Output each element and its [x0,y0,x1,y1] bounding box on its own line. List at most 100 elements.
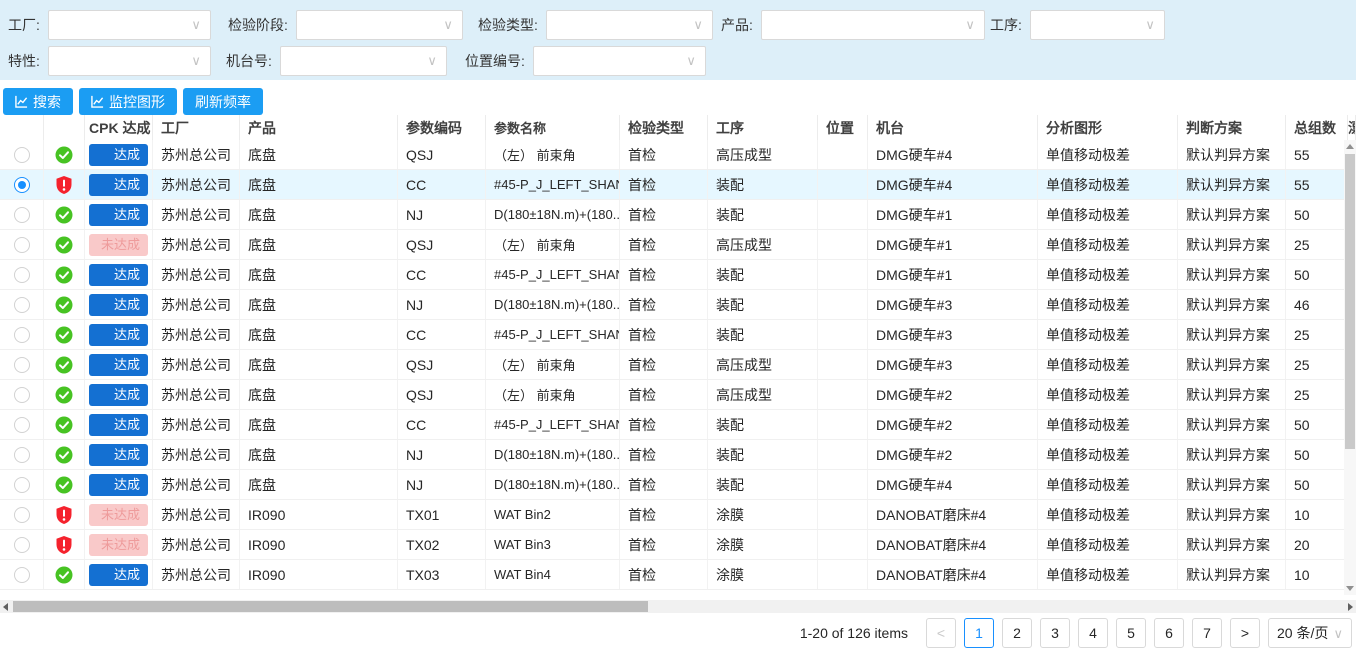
next-page-button[interactable]: > [1230,618,1260,648]
row-radio[interactable] [13,206,30,223]
pass-icon [55,476,73,494]
filter-factory-select[interactable]: ∨ [47,10,211,40]
table-row[interactable]: 达成 苏州总公司 底盘 CC #45-P_J_LEFT_SHAN... 首检 装… [0,260,1356,290]
radio-cell [0,140,44,169]
row-radio[interactable] [13,356,30,373]
table-row[interactable]: 达成 苏州总公司 底盘 QSJ （左） 前束角 首检 高压成型 DMG硬车#3 … [0,350,1356,380]
table-row[interactable]: 达成 苏州总公司 底盘 CC #45-P_J_LEFT_SHAN... 首检 装… [0,170,1356,200]
table-row[interactable]: 达成 苏州总公司 底盘 CC #45-P_J_LEFT_SHAN... 首检 装… [0,410,1356,440]
cpk-cell: 达成 [85,380,153,409]
row-radio[interactable] [13,266,30,283]
filter-position-no: 位置编号: ∨ [465,46,706,76]
row-radio[interactable] [13,506,30,523]
monitor-chart-button[interactable]: 监控图形 [79,88,177,115]
machine-cell: DMG硬车#2 [868,440,1038,469]
process-cell: 涂膜 [708,560,818,589]
process-column-header: 工序 [708,115,818,140]
monitor-button-label: 监控图形 [109,93,165,110]
machine-cell: DMG硬车#3 [868,290,1038,319]
table-row[interactable]: 达成 苏州总公司 IR090 TX03 WAT Bin4 首检 涂膜 DANOB… [0,560,1356,590]
table-row[interactable]: 达成 苏州总公司 底盘 NJ D(180±18N.m)+(180... 首检 装… [0,290,1356,320]
table-row[interactable]: 未达成 苏州总公司 IR090 TX02 WAT Bin3 首检 涂膜 DANO… [0,530,1356,560]
row-radio[interactable] [13,416,30,433]
search-button[interactable]: 搜索 [3,88,73,115]
filter-stage-select[interactable]: ∨ [295,10,463,40]
table-body: 达成 苏州总公司 底盘 QSJ （左） 前束角 首检 高压成型 DMG硬车#4 … [0,140,1356,590]
row-radio[interactable] [13,536,30,553]
row-radio[interactable] [13,236,30,253]
page-button[interactable]: 5 [1116,618,1146,648]
factory-cell: 苏州总公司 [153,500,240,529]
page-button[interactable]: 4 [1078,618,1108,648]
vertical-scrollbar[interactable] [1344,140,1356,595]
status-cell [44,380,85,409]
machine-cell: DMG硬车#3 [868,320,1038,349]
row-radio[interactable] [13,386,30,403]
param-code-cell: NJ [398,440,486,469]
page-size-select[interactable]: 20 条/页 ∨ [1268,618,1352,648]
table-row[interactable]: 未达成 苏州总公司 IR090 TX01 WAT Bin2 首检 涂膜 DANO… [0,500,1356,530]
machine-cell: DMG硬车#1 [868,200,1038,229]
radio-cell [0,470,44,499]
total-cell: 55 [1286,140,1348,169]
scroll-right-arrow-icon[interactable] [1348,603,1353,611]
inspect-type-cell: 首检 [620,530,708,559]
factory-cell: 苏州总公司 [153,470,240,499]
row-radio[interactable] [13,146,30,163]
total-cell: 46 [1286,290,1348,319]
row-radio[interactable] [13,176,30,193]
filter-type-select[interactable]: ∨ [545,10,713,40]
scroll-left-arrow-icon[interactable] [3,603,8,611]
radio-cell [0,560,44,589]
filter-machine-select[interactable]: ∨ [279,46,447,76]
scroll-down-arrow-icon[interactable] [1346,586,1354,591]
row-radio[interactable] [13,566,30,583]
radio-cell [0,500,44,529]
filter-process-select[interactable]: ∨ [1029,10,1165,40]
horizontal-scrollbar-thumb[interactable] [13,601,648,612]
product-cell: 底盘 [240,470,398,499]
page-button[interactable]: 2 [1002,618,1032,648]
row-radio[interactable] [13,296,30,313]
pass-icon [55,446,73,464]
cpk-cell: 达成 [85,470,153,499]
prev-page-button[interactable]: < [926,618,956,648]
filter-position-select[interactable]: ∨ [532,46,706,76]
product-cell: 底盘 [240,260,398,289]
cpk-cell: 未达成 [85,230,153,259]
product-cell: 底盘 [240,290,398,319]
location-cell [818,350,868,379]
radio-cell [0,530,44,559]
table-row[interactable]: 未达成 苏州总公司 底盘 QSJ （左） 前束角 首检 高压成型 DMG硬车#1… [0,230,1356,260]
table-row[interactable]: 达成 苏州总公司 底盘 NJ D(180±18N.m)+(180... 首检 装… [0,470,1356,500]
page-button[interactable]: 1 [964,618,994,648]
total-column-header: 总组数 [1286,115,1348,140]
row-radio[interactable] [13,446,30,463]
scroll-up-arrow-icon[interactable] [1346,144,1354,149]
radio-column-header [0,115,44,140]
filter-product-select[interactable]: ∨ [760,10,985,40]
radio-cell [0,260,44,289]
refresh-rate-button[interactable]: 刷新频率 [183,88,263,115]
param-name-cell: （左） 前束角 [486,230,620,259]
filter-feature-select[interactable]: ∨ [47,46,211,76]
location-cell [818,200,868,229]
page-button[interactable]: 6 [1154,618,1184,648]
pass-icon [55,566,73,584]
machine-cell: DANOBAT磨床#4 [868,560,1038,589]
table-row[interactable]: 达成 苏州总公司 底盘 QSJ （左） 前束角 首检 高压成型 DMG硬车#2 … [0,380,1356,410]
chart-column-header: 分析图形 [1038,115,1178,140]
page-button[interactable]: 7 [1192,618,1222,648]
chart-cell: 单值移动极差 [1038,260,1178,289]
param-code-cell: QSJ [398,350,486,379]
row-radio[interactable] [13,326,30,343]
table-row[interactable]: 达成 苏州总公司 底盘 NJ D(180±18N.m)+(180... 首检 装… [0,200,1356,230]
param-name-column-header: 参数名称 [486,115,620,140]
table-row[interactable]: 达成 苏州总公司 底盘 CC #45-P_J_LEFT_SHAN... 首检 装… [0,320,1356,350]
page-button[interactable]: 3 [1040,618,1070,648]
vertical-scrollbar-thumb[interactable] [1345,154,1355,449]
table-row[interactable]: 达成 苏州总公司 底盘 NJ D(180±18N.m)+(180... 首检 装… [0,440,1356,470]
horizontal-scrollbar[interactable] [0,600,1356,613]
row-radio[interactable] [13,476,30,493]
table-row[interactable]: 达成 苏州总公司 底盘 QSJ （左） 前束角 首检 高压成型 DMG硬车#4 … [0,140,1356,170]
